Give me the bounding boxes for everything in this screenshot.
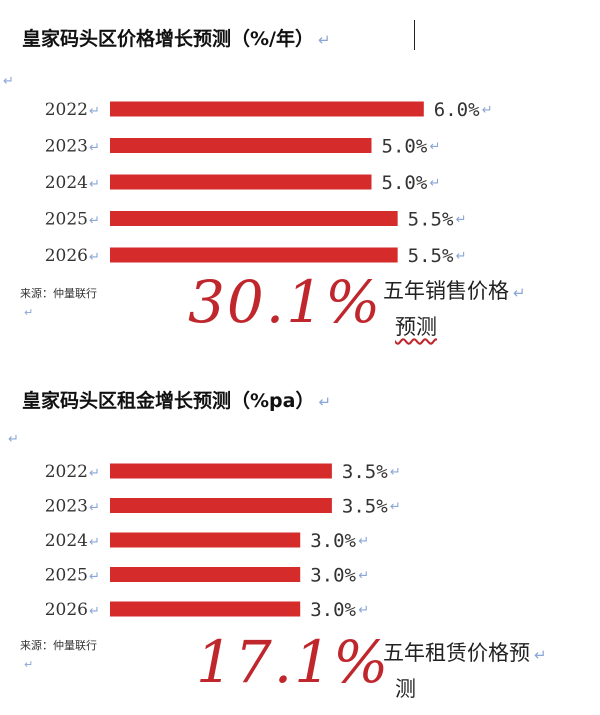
year-tick-label: 2023: [45, 137, 88, 157]
bar: [110, 101, 424, 117]
bar-value-label: 5.5%: [408, 209, 454, 231]
bar: [110, 138, 372, 153]
year-tick-label: 2025: [45, 210, 88, 230]
rent-five-year-total: 17.1%: [196, 628, 391, 696]
rent-summary-line1: 五年租赁价格预 ↵: [383, 641, 547, 665]
price-summary-line2: 预测: [395, 315, 437, 339]
bar: [110, 532, 301, 548]
bar-value-label: 5.5%: [408, 245, 454, 267]
return-mark-icon: ↵: [390, 465, 401, 480]
bar: [110, 211, 398, 226]
return-mark-icon: ↵: [89, 141, 100, 156]
year-tick-label: 2022: [45, 462, 88, 482]
price-growth-chart: 2022 ↵ 6.0% ↵2023 ↵ 5.0% ↵2024 ↵ 5.0% ↵2025 ↵ 5.5% ↵…: [45, 99, 493, 267]
text-cursor: [414, 20, 415, 50]
return-mark-icon: ↵: [317, 31, 331, 49]
bar-value-label: 3.5%: [342, 461, 388, 483]
return-mark-icon: ↵: [358, 603, 369, 618]
bar: [110, 601, 301, 617]
bar-value-label: 5.0%: [382, 172, 428, 194]
return-mark-icon: ↵: [89, 214, 100, 229]
year-tick-label: 2022: [45, 100, 88, 120]
return-mark-icon: ↵: [89, 535, 100, 550]
bar: [110, 174, 372, 190]
year-tick-label: 2025: [45, 566, 88, 586]
year-tick-label: 2024: [45, 531, 88, 551]
price-summary-line1: 五年销售价格 ↵: [383, 279, 526, 303]
return-mark-icon: ↵: [358, 534, 369, 549]
return-mark-icon: ↵: [89, 604, 100, 619]
bar-value-label: 5.0%: [382, 136, 428, 158]
return-mark-icon: ↵: [318, 393, 332, 411]
rent-growth-chart: 2022 ↵ 3.5% ↵2023 ↵ 3.5% ↵2024 ↵ 3.0% ↵2025 ↵ 3.0% ↵…: [45, 461, 401, 621]
bar-value-label: 3.0%: [310, 530, 356, 552]
bar-value-label: 3.0%: [310, 565, 356, 587]
bar-value-label: 3.0%: [310, 599, 356, 621]
price-five-year-total: 30.1%: [188, 268, 383, 336]
rent-chart-title: 皇家码头区租金增长预测（%pa） ↵: [22, 390, 332, 412]
rent-summary-label: 五年租赁价格预 ↵ 测: [383, 636, 547, 706]
return-mark-icon: ↵: [390, 500, 401, 515]
return-mark-icon: ↵: [89, 104, 100, 119]
bar: [110, 498, 332, 513]
bar: [110, 463, 332, 479]
return-mark-icon: ↵: [3, 74, 14, 89]
return-mark-icon: ↵: [89, 501, 100, 516]
return-mark-icon: ↵: [482, 103, 493, 118]
bar: [110, 247, 398, 263]
return-mark-icon: ↵: [89, 570, 100, 585]
year-tick-label: 2026: [45, 246, 88, 266]
return-mark-icon: ↵: [430, 140, 441, 155]
bar-value-label: 3.5%: [342, 496, 388, 518]
return-mark-icon: ↵: [430, 176, 441, 191]
price-source-note: 来源：仲量联行↵: [20, 287, 97, 319]
year-tick-label: 2023: [45, 497, 88, 517]
year-tick-label: 2026: [45, 600, 88, 620]
rent-summary-line2: 测: [395, 677, 416, 701]
return-mark-icon: ↵: [456, 213, 467, 228]
return-mark-icon: ↵: [358, 569, 369, 584]
price-chart-title: 皇家码头区价格增长预测（%/年） ↵: [22, 28, 331, 50]
return-mark-icon: ↵: [89, 466, 100, 481]
bar-value-label: 6.0%: [434, 99, 480, 121]
return-mark-icon: ↵: [456, 249, 467, 264]
return-mark-icon: ↵: [8, 432, 19, 447]
rent-source-note: 来源：仲量联行↵: [20, 639, 97, 671]
return-mark-icon: ↵: [89, 177, 100, 192]
return-mark-icon: ↵: [89, 250, 100, 265]
price-summary-label: 五年销售价格 ↵ 预测: [383, 274, 526, 344]
bar: [110, 567, 301, 582]
year-tick-label: 2024: [45, 173, 88, 193]
